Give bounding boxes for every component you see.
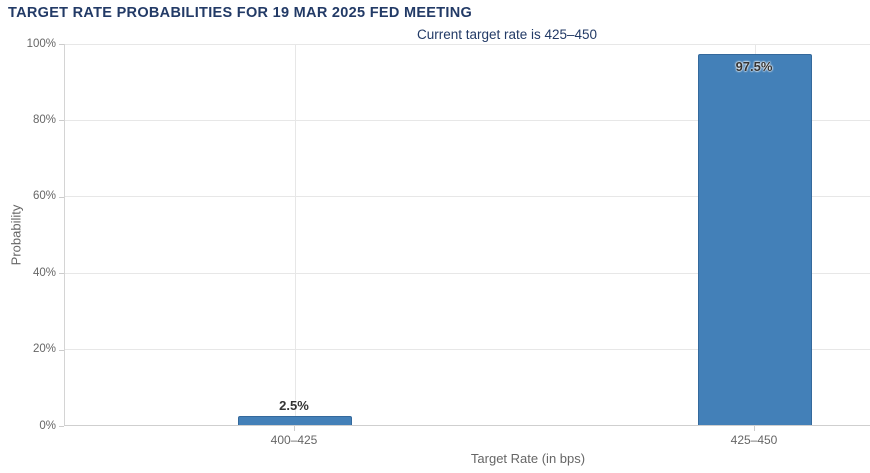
bar-425–450[interactable] <box>698 53 812 425</box>
y-gridline <box>65 272 870 274</box>
y-tick-label: 60% <box>32 190 56 203</box>
plot-area <box>64 44 870 426</box>
x-tick-mark <box>753 426 755 431</box>
category-gridline <box>294 44 296 425</box>
x-axis-title: Target Rate (in bps) <box>470 451 586 466</box>
y-tick-mark <box>59 349 64 351</box>
y-tick-label: 80% <box>32 113 56 126</box>
y-tick-label: 40% <box>32 266 56 279</box>
x-tick-label: 425–450 <box>730 433 778 447</box>
x-tick-mark <box>293 426 295 431</box>
chart-title: TARGET RATE PROBABILITIES FOR 19 MAR 202… <box>8 5 473 21</box>
y-gridline <box>65 44 870 45</box>
bar-value-label: 2.5% <box>279 398 309 414</box>
y-tick-label: 20% <box>32 343 56 356</box>
chart-subtitle: Current target rate is 425–450 <box>416 27 598 42</box>
y-axis-title: Probability <box>8 204 24 266</box>
bar-value-label: 97.5% <box>735 58 773 74</box>
y-tick-mark <box>59 196 64 198</box>
y-tick-mark <box>59 273 64 275</box>
y-tick-mark <box>59 120 64 122</box>
y-gridline <box>65 349 870 351</box>
y-gridline <box>65 119 870 121</box>
x-tick-label: 400–425 <box>270 433 318 447</box>
y-tick-mark <box>59 44 64 45</box>
y-tick-mark <box>59 426 64 427</box>
y-tick-label: 100% <box>26 37 56 50</box>
bar-400–425[interactable] <box>238 416 352 425</box>
y-tick-label: 0% <box>39 419 56 432</box>
y-gridline <box>65 196 870 198</box>
